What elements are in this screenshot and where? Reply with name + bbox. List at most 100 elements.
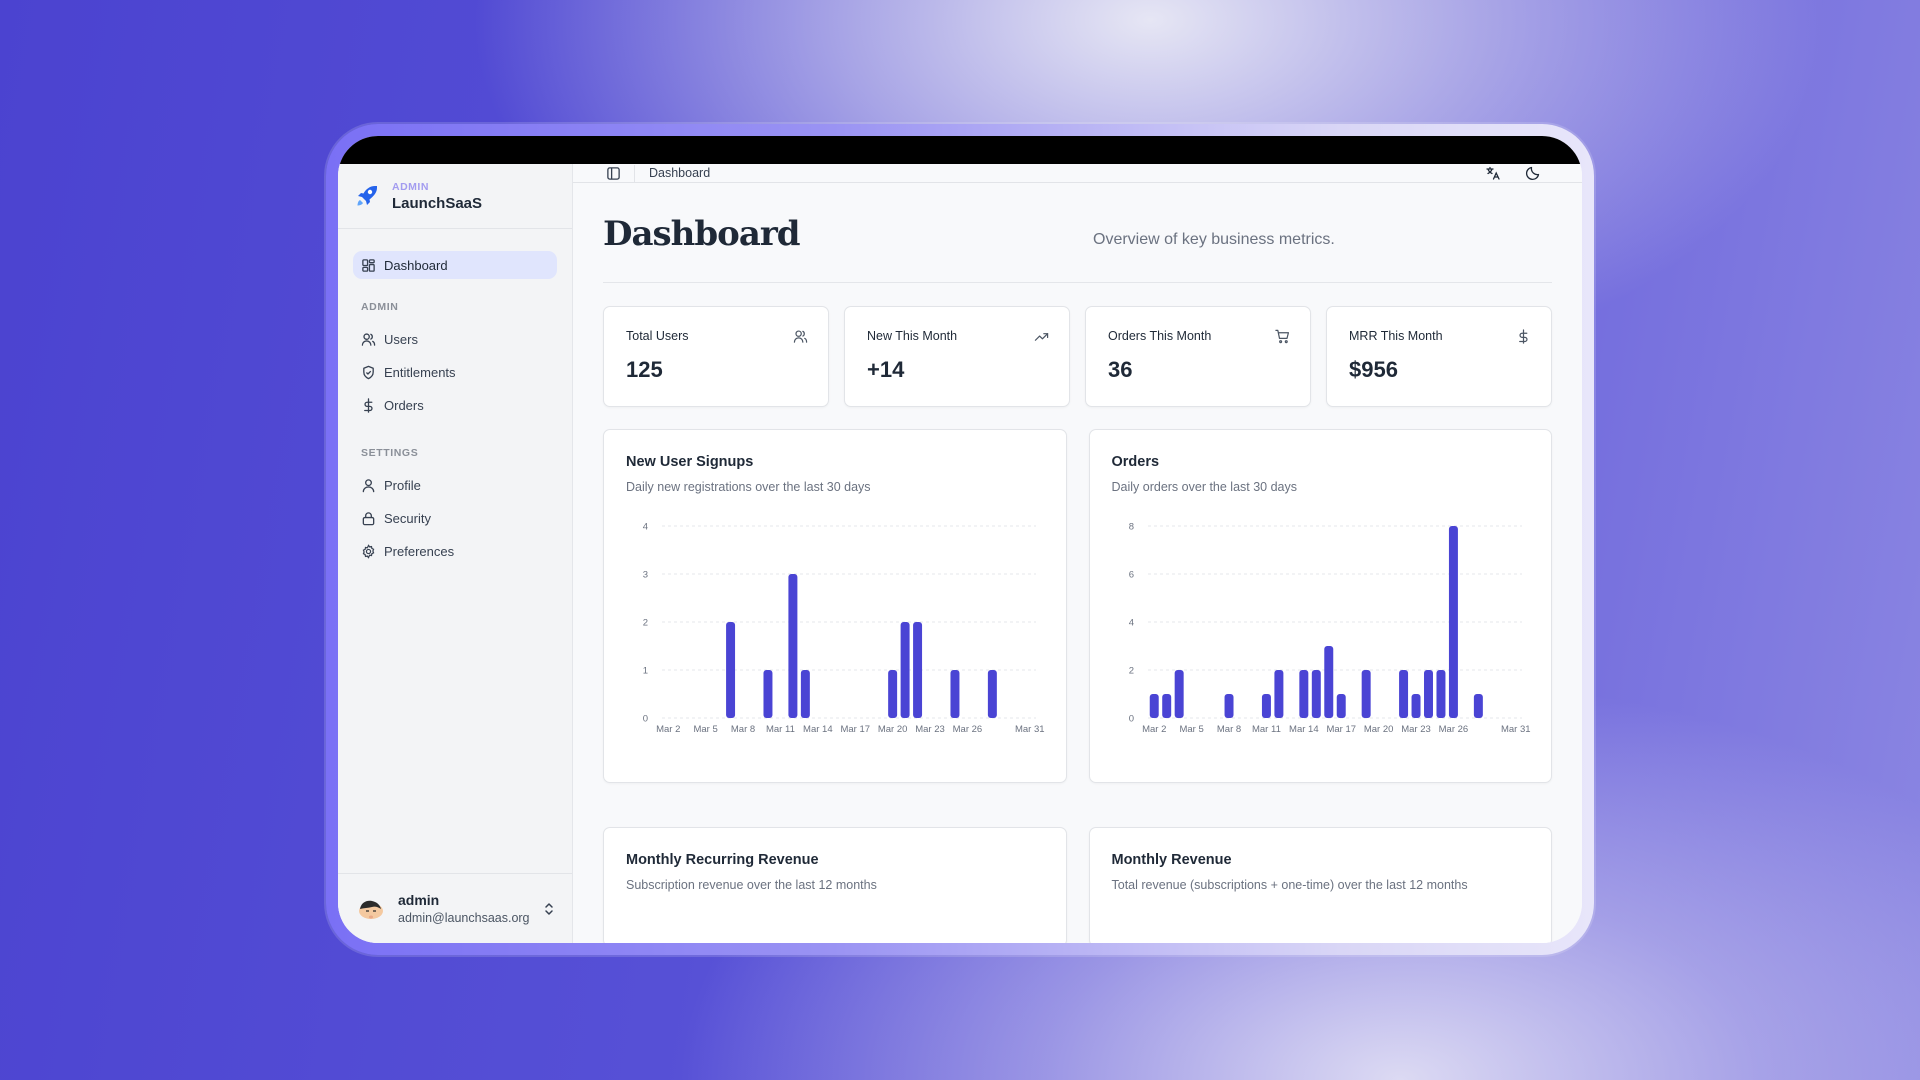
user-name: admin	[398, 892, 440, 908]
chart-bar[interactable]	[913, 622, 923, 718]
sidebar-item-dashboard[interactable]: Dashboard	[353, 251, 557, 279]
y-tick-label: 6	[1128, 570, 1133, 581]
page-heading: Dashboard Overview of key business metri…	[603, 183, 1552, 283]
sidebar: ADMIN LaunchSaaS Dashboard ADMIN	[338, 164, 573, 943]
chart-bar[interactable]	[800, 670, 810, 718]
chart-bar[interactable]	[950, 670, 960, 718]
sidebar-item-entitlements[interactable]: Entitlements	[353, 358, 557, 386]
sidebar-item-profile[interactable]: Profile	[353, 471, 557, 499]
brand-subtitle: ADMIN	[392, 180, 429, 193]
divider	[634, 164, 635, 182]
chart-bar[interactable]	[987, 670, 997, 718]
card-title: Orders	[1111, 454, 1160, 470]
users-icon	[793, 330, 808, 343]
x-tick-label: Mar 11	[766, 724, 795, 735]
chart-bar[interactable]	[1448, 526, 1458, 718]
chart-bar[interactable]	[888, 670, 898, 718]
sidebar-item-preferences[interactable]: Preferences	[353, 537, 557, 565]
chart-grid: New User Signups Daily new registrations…	[603, 429, 1552, 943]
lock-icon	[362, 511, 375, 525]
x-tick-label: Mar 31	[1500, 724, 1530, 735]
chart-card-mrr: Monthly Recurring Revenue Subscription r…	[603, 827, 1067, 943]
chevron-up-down-icon	[545, 902, 553, 915]
chart-bar[interactable]	[1435, 670, 1445, 718]
main-area: Dashboard	[573, 164, 1582, 943]
y-tick-label: 4	[1128, 618, 1133, 629]
chart-bar[interactable]	[1161, 694, 1171, 718]
signups-bar-chart[interactable]: 0 1 2 3 4 Mar 2 Mar 5 Mar 8 Mar 11 Mar 14 Mar 17 Ma…	[626, 518, 1046, 758]
card-title: New User Signups	[626, 454, 754, 470]
chart-bar[interactable]	[900, 622, 910, 718]
sidebar-item-security[interactable]: Security	[353, 504, 557, 532]
cart-icon	[1275, 329, 1290, 344]
sidebar-toggle-button[interactable]	[604, 164, 622, 182]
x-tick-label: Mar 2	[656, 724, 680, 735]
y-tick-label: 2	[643, 618, 648, 629]
card-subtitle: Total revenue (subscriptions + one-time)…	[1111, 878, 1468, 892]
user-icon	[362, 478, 375, 492]
stat-value: 125	[626, 357, 663, 382]
sidebar-item-users[interactable]: Users	[353, 325, 557, 353]
rocket-icon	[357, 186, 377, 206]
y-tick-label: 3	[643, 570, 648, 581]
chart-bar[interactable]	[1174, 670, 1184, 718]
x-tick-label: Mar 14	[1289, 724, 1319, 735]
chart-bar[interactable]	[1311, 670, 1321, 718]
user-menu[interactable]: admin admin@launchsaas.org	[338, 873, 572, 943]
y-tick-label: 1	[643, 666, 648, 677]
stat-card-total-users: Total Users 125	[603, 306, 829, 407]
gear-icon	[362, 543, 375, 559]
card-subtitle: Subscription revenue over the last 12 mo…	[626, 878, 877, 892]
theme-toggle-button[interactable]	[1524, 164, 1542, 182]
orders-bar-chart[interactable]: 0 2 4 6 8 Mar 2 Mar 5 Mar 8 Mar 11 Mar 14 Mar 17 Ma…	[1112, 518, 1532, 758]
stat-label: Orders This Month	[1108, 329, 1212, 343]
stat-value: $956	[1349, 357, 1398, 382]
trending-up-icon	[1034, 333, 1049, 341]
chart-bar[interactable]	[763, 670, 773, 718]
x-tick-label: Mar 2	[1142, 724, 1166, 735]
stat-label: New This Month	[867, 329, 958, 343]
brand[interactable]: ADMIN LaunchSaaS	[338, 164, 572, 229]
chart-bar[interactable]	[788, 574, 798, 718]
stat-value: 36	[1108, 357, 1133, 382]
sidebar-item-orders[interactable]: Orders	[353, 391, 557, 419]
chart-bar[interactable]	[1411, 694, 1421, 718]
stat-card-mrr-this-month: MRR This Month $956	[1326, 306, 1552, 407]
chart-bar[interactable]	[1473, 694, 1483, 718]
language-button[interactable]	[1484, 164, 1502, 182]
chart-bar[interactable]	[1273, 670, 1283, 718]
users-icon	[361, 332, 376, 346]
chart-bar[interactable]	[1423, 670, 1433, 718]
chart-card-orders: Orders Daily orders over the last 30 day…	[1088, 429, 1552, 783]
y-tick-label: 4	[643, 522, 648, 533]
chart-bar[interactable]	[1298, 670, 1308, 718]
y-tick-label: 2	[1128, 666, 1133, 677]
x-tick-label: Mar 17	[840, 724, 870, 735]
chart-bar[interactable]	[1224, 694, 1234, 718]
x-tick-label: Mar 11	[1251, 724, 1280, 735]
x-tick-label: Mar 17	[1326, 724, 1356, 735]
device-frame: ADMIN LaunchSaaS Dashboard ADMIN	[326, 124, 1594, 955]
dollar-icon	[1519, 329, 1528, 344]
page-title: Dashboard	[603, 213, 801, 254]
chart-bar[interactable]	[1261, 694, 1271, 718]
x-tick-label: Mar 26	[953, 724, 983, 735]
chart-bar[interactable]	[1323, 646, 1333, 718]
chart-bar[interactable]	[1361, 670, 1371, 718]
sidebar-nav: Dashboard ADMIN Users En	[338, 229, 572, 570]
chart-bar[interactable]	[726, 622, 736, 718]
app-screen: ADMIN LaunchSaaS Dashboard ADMIN	[338, 136, 1582, 943]
chart-card-signups: New User Signups Daily new registrations…	[603, 429, 1067, 783]
x-tick-label: Mar 26	[1438, 724, 1468, 735]
card-subtitle: Daily new registrations over the last 30…	[626, 480, 871, 494]
window-top-bar	[338, 136, 1582, 164]
stat-label: MRR This Month	[1349, 329, 1443, 343]
card-title: Monthly Recurring Revenue	[626, 852, 819, 868]
x-tick-label: Mar 23	[1401, 724, 1431, 735]
stat-card-new-this-month: New This Month +14	[844, 306, 1070, 407]
chart-bar[interactable]	[1336, 694, 1346, 718]
x-tick-label: Mar 20	[878, 724, 908, 735]
chart-bar[interactable]	[1149, 694, 1159, 718]
chart-card-monthly-revenue: Monthly Revenue Total revenue (subscript…	[1088, 827, 1552, 943]
chart-bar[interactable]	[1398, 670, 1408, 718]
